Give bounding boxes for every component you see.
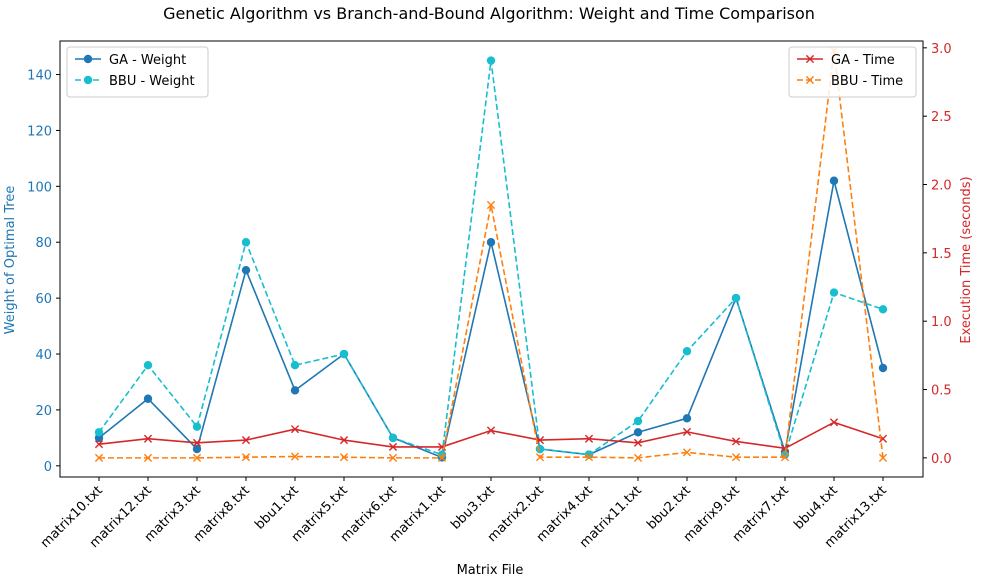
ga-time-point (780, 444, 790, 453)
bbu-weight-point (829, 288, 839, 297)
bbu-time-point (339, 453, 349, 462)
ga-weight-point (192, 444, 202, 454)
ga-weight-point (633, 428, 643, 437)
bbu-weight-point (878, 305, 888, 314)
legend-right: GA - Time BBU - Time (788, 46, 917, 98)
bbu-weight-point (682, 347, 692, 356)
legend-label: GA - Time (831, 53, 895, 68)
ga-time-point (94, 440, 104, 449)
y-left-tick-label: 0 (44, 460, 52, 475)
bbu-time-point (780, 453, 790, 462)
bbu-weight-point (94, 428, 104, 437)
y-axis-left-label: Weight of Optimal Tree (3, 186, 18, 335)
bbu-weight-point (143, 361, 153, 370)
legend-label: BBU - Time (831, 74, 903, 89)
ga-weight-point (486, 238, 496, 247)
bbu-weight-point (486, 56, 496, 65)
y-left-tick-label: 100 (27, 180, 52, 195)
y-left-tick-label: 80 (35, 236, 52, 251)
y-left-tick-label: 120 (27, 124, 52, 139)
y-axis-right-label: Execution Time (seconds) (959, 176, 974, 343)
ga-weight-point (290, 386, 300, 395)
y-left-tick-label: 20 (35, 404, 52, 419)
bbu-weight-point (731, 293, 741, 303)
y-right-tick-label: 2.5 (931, 110, 952, 125)
legend-label: GA - Weight (109, 53, 186, 68)
ga-time-point (731, 437, 741, 446)
y-right-tick-label: 0.0 (931, 452, 952, 467)
bbu-time-point (486, 200, 496, 210)
bbu-time-point (241, 453, 251, 462)
y-left-tick-label: 40 (35, 348, 52, 363)
bbu-weight-point (339, 349, 349, 359)
legend-marker (805, 54, 815, 64)
y-right-tick-label: 1.0 (931, 315, 952, 330)
bbu-weight-point (633, 416, 643, 426)
legend-marker (83, 75, 93, 85)
bbu-time-point (535, 453, 545, 462)
bbu-weight-point (192, 422, 202, 431)
bbu-weight-point (388, 433, 398, 443)
ga-time-point (339, 436, 349, 445)
y-left-tick-label: 140 (27, 69, 52, 84)
bbu-weight-point (241, 238, 251, 247)
bbu-time-point (682, 448, 692, 457)
ga-time-point (192, 438, 202, 447)
y-right-tick-label: 3.0 (931, 42, 952, 57)
bbu-time-point (633, 453, 643, 462)
bbu-time-line (99, 50, 884, 459)
ga-time-point (633, 438, 643, 447)
ga-time-point (584, 434, 594, 443)
bbu-time-point (388, 453, 398, 462)
bbu-time-point (192, 453, 202, 462)
ga-weight-point (241, 265, 251, 275)
ga-time-point (143, 434, 153, 443)
ga-weight-point (829, 176, 839, 185)
ga-time-point (486, 426, 496, 435)
ga-weight-point (878, 363, 888, 373)
chart-title: Genetic Algorithm vs Branch-and-Bound Al… (163, 4, 815, 23)
ga-time-point (290, 425, 300, 434)
ga-time-point (829, 418, 839, 427)
legend-marker (805, 75, 815, 85)
bbu-time-point (94, 453, 104, 462)
bbu-weight-point (290, 361, 300, 370)
bbu-time-point (584, 453, 594, 462)
bbu-time-point (731, 453, 741, 462)
ga-weight-point (143, 394, 153, 403)
ga-time-point (388, 442, 398, 452)
y-right-tick-label: 1.5 (931, 247, 952, 262)
y-right-tick-label: 0.5 (931, 384, 952, 399)
legend-marker (83, 54, 93, 64)
legend-label: BBU - Weight (109, 74, 195, 89)
bbu-time-point (143, 453, 153, 462)
ga-time-point (241, 436, 251, 445)
y-right-tick-label: 2.0 (931, 179, 952, 194)
bbu-time-point (437, 453, 447, 462)
bbu-time-point (290, 452, 300, 461)
y-left-tick-label: 60 (35, 292, 52, 307)
ga-weight-point (682, 414, 692, 423)
x-axis-label: Matrix File (457, 563, 524, 575)
legend-box (66, 46, 209, 98)
legend-left: GA - Weight BBU - Weight (66, 46, 209, 98)
bbu-time-point (878, 453, 888, 462)
ga-time-point (682, 427, 692, 436)
